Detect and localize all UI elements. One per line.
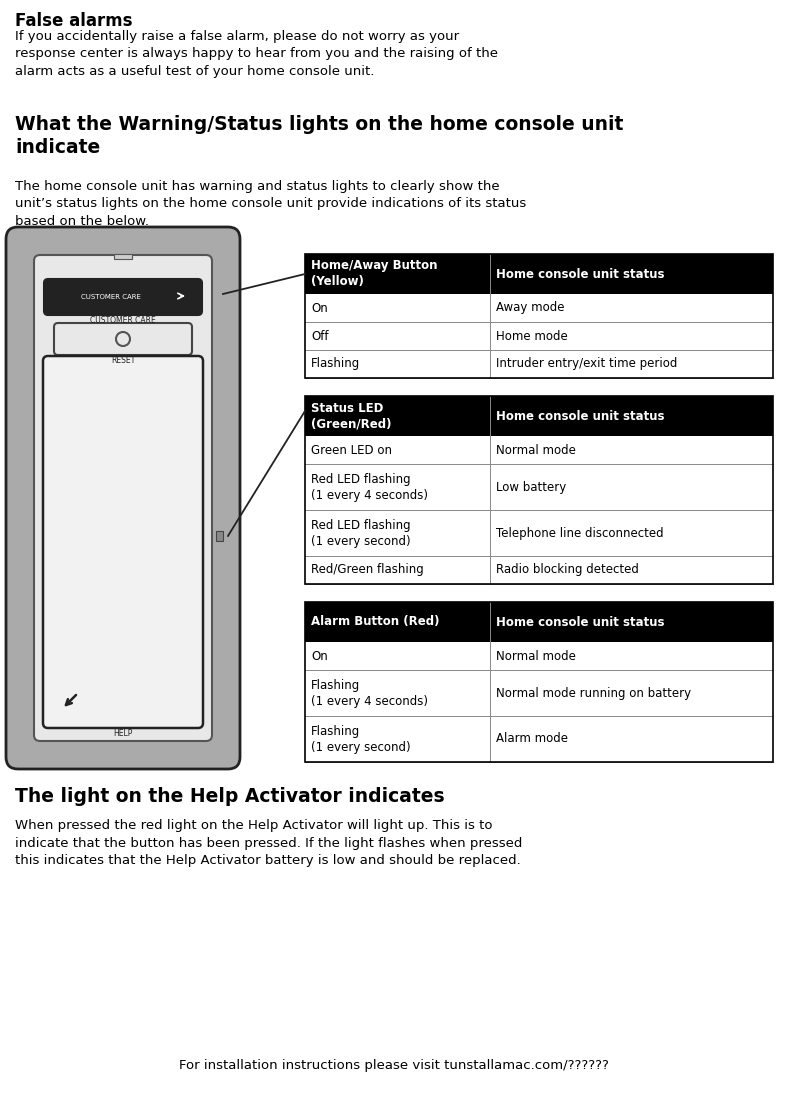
Text: Flashing: Flashing: [311, 358, 360, 371]
Bar: [305, 716, 773, 762]
FancyBboxPatch shape: [54, 323, 192, 355]
Text: Low battery: Low battery: [496, 480, 567, 494]
Bar: [305, 602, 773, 762]
Text: When pressed the red light on the Help Activator will light up. This is to
indic: When pressed the red light on the Help A…: [15, 819, 522, 867]
Text: What the Warning/Status lights on the home console unit
indicate: What the Warning/Status lights on the ho…: [15, 115, 623, 157]
Text: Home mode: Home mode: [496, 329, 567, 342]
Text: The light on the Help Activator indicates: The light on the Help Activator indicate…: [15, 787, 444, 806]
Text: The home console unit has warning and status lights to clearly show the
unit’s s: The home console unit has warning and st…: [15, 180, 526, 228]
Bar: [216, 531, 223, 541]
Bar: [305, 510, 773, 556]
Text: RESET: RESET: [111, 357, 135, 365]
FancyBboxPatch shape: [34, 255, 212, 740]
Text: Red LED flashing
(1 every 4 seconds): Red LED flashing (1 every 4 seconds): [311, 473, 428, 501]
Text: For installation instructions please visit tunstallamac.com/??????: For installation instructions please vis…: [179, 1059, 609, 1072]
Text: Red LED flashing
(1 every second): Red LED flashing (1 every second): [311, 519, 411, 547]
Text: Normal mode: Normal mode: [496, 649, 576, 663]
Text: Green LED on: Green LED on: [311, 443, 392, 456]
Text: CUSTOMER CARE: CUSTOMER CARE: [81, 294, 141, 299]
Text: Home console unit status: Home console unit status: [496, 268, 664, 281]
Bar: [305, 556, 773, 584]
Text: Status LED
(Green/Red): Status LED (Green/Red): [311, 402, 392, 430]
Text: Red/Green flashing: Red/Green flashing: [311, 564, 424, 577]
Text: Home console unit status: Home console unit status: [496, 409, 664, 422]
FancyBboxPatch shape: [44, 279, 202, 315]
Bar: [114, 255, 132, 259]
Bar: [305, 323, 773, 350]
Text: Telephone line disconnected: Telephone line disconnected: [496, 527, 663, 540]
Text: Flashing
(1 every second): Flashing (1 every second): [311, 724, 411, 754]
Text: Normal mode: Normal mode: [496, 443, 576, 456]
Text: Alarm Button (Red): Alarm Button (Red): [311, 615, 440, 629]
Text: Off: Off: [311, 329, 329, 342]
Text: Alarm mode: Alarm mode: [496, 733, 568, 746]
Bar: [305, 255, 773, 378]
Bar: [305, 350, 773, 378]
Bar: [305, 670, 773, 716]
Bar: [305, 294, 773, 323]
Text: Intruder entry/exit time period: Intruder entry/exit time period: [496, 358, 678, 371]
Text: Flashing
(1 every 4 seconds): Flashing (1 every 4 seconds): [311, 679, 428, 708]
Bar: [305, 436, 773, 464]
Text: If you accidentally raise a false alarm, please do not worry as your
response ce: If you accidentally raise a false alarm,…: [15, 30, 498, 78]
Text: False alarms: False alarms: [15, 12, 132, 30]
Text: Home console unit status: Home console unit status: [496, 615, 664, 629]
Text: Normal mode running on battery: Normal mode running on battery: [496, 687, 691, 700]
Bar: [305, 464, 773, 510]
FancyBboxPatch shape: [43, 357, 203, 728]
Text: Home/Away Button
(Yellow): Home/Away Button (Yellow): [311, 260, 437, 289]
Text: Radio blocking detected: Radio blocking detected: [496, 564, 639, 577]
Text: On: On: [311, 649, 328, 663]
Text: Away mode: Away mode: [496, 302, 564, 315]
Bar: [305, 396, 773, 584]
Text: HELP: HELP: [113, 730, 132, 738]
Bar: [305, 396, 773, 436]
Text: CUSTOMER CARE: CUSTOMER CARE: [90, 316, 156, 325]
FancyBboxPatch shape: [6, 227, 240, 769]
Bar: [305, 602, 773, 642]
Bar: [305, 255, 773, 294]
Text: On: On: [311, 302, 328, 315]
Bar: [305, 642, 773, 670]
